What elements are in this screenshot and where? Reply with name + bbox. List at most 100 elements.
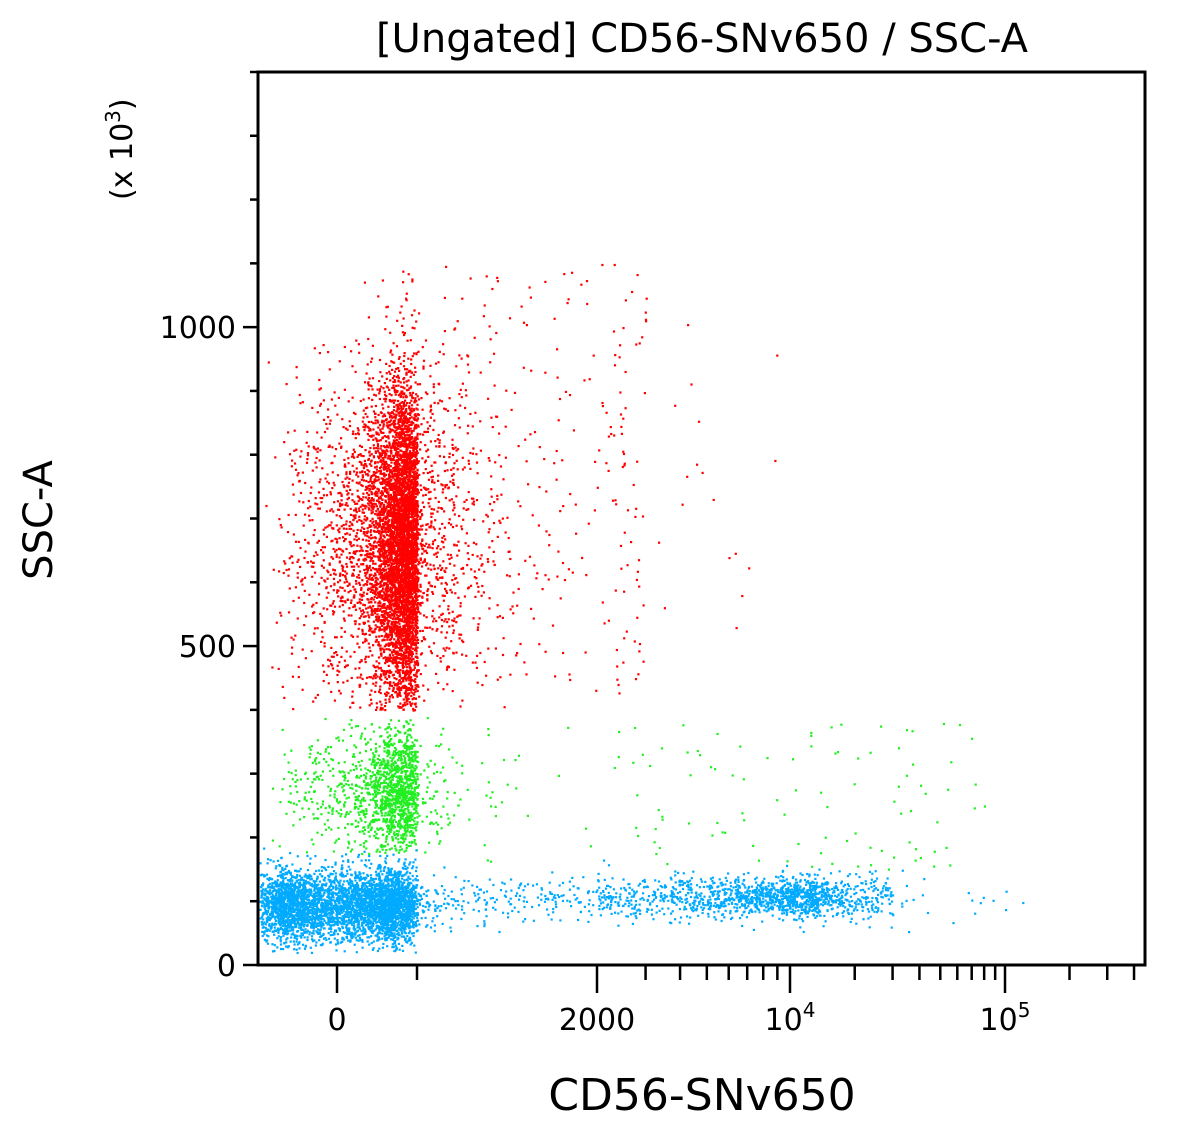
data-point [371,482,374,485]
data-point [410,430,413,433]
data-point [430,521,433,524]
data-point [369,649,372,653]
data-point [403,354,406,358]
data-point [501,616,504,619]
data-point [401,473,404,476]
data-point [395,628,398,631]
data-point [389,567,392,570]
data-point [412,408,415,411]
data-point [385,677,388,681]
data-point [386,480,389,484]
data-point [467,459,470,462]
data-point [405,594,408,597]
data-point [320,614,324,618]
data-point [368,676,371,679]
data-point [431,481,434,484]
data-point [303,589,306,592]
data-point [500,493,503,496]
data-point [400,391,403,395]
data-point [404,430,407,433]
data-point [405,697,408,700]
data-point [356,601,359,604]
data-point [529,433,532,436]
data-point [474,411,477,414]
data-point [338,689,341,692]
data-point [345,520,348,523]
data-point [453,506,456,509]
data-point [380,652,383,655]
data-point [397,399,400,403]
data-point [442,647,445,650]
data-point [380,589,383,593]
data-point [434,539,437,542]
data-point [374,572,377,575]
data-point [374,475,377,478]
data-point [492,522,496,525]
data-point [323,430,327,434]
data-point [373,608,376,611]
data-point [385,385,388,388]
data-point [299,402,302,405]
data-point [340,635,343,638]
data-point [384,455,387,458]
data-point [401,620,404,623]
data-point [381,707,384,710]
data-point [326,473,329,476]
data-point [407,580,410,583]
data-point [357,432,360,435]
data-point [363,568,366,572]
data-point [384,414,387,418]
data-point [369,693,372,696]
data-point [428,505,431,508]
data-point [498,615,502,618]
data-point [399,585,402,588]
data-point [385,306,388,309]
data-point [403,701,406,704]
chart-title: [Ungated] CD56-SNv650 / SSC-A [376,16,1029,62]
data-point [403,532,406,535]
data-point [413,630,417,633]
data-point [366,598,369,601]
data-point [388,625,391,628]
data-point [416,631,419,635]
data-point [301,578,304,581]
data-point [322,418,326,421]
data-point [376,625,379,628]
data-point [365,572,368,575]
data-point [370,475,373,478]
data-point [374,567,377,571]
data-point [358,607,361,610]
data-point [318,378,321,382]
data-point [290,636,293,639]
data-point [346,504,349,507]
data-point [431,547,434,550]
data-point [384,709,387,712]
data-point [469,467,472,470]
data-point [354,502,357,505]
data-point [367,642,370,645]
data-point [440,483,443,486]
data-point [407,653,410,657]
data-point [403,381,406,384]
data-point [388,420,391,423]
data-point [406,368,409,371]
data-point [378,392,381,395]
data-point [322,664,325,667]
data-point [395,500,398,503]
data-point [294,513,297,516]
data-point [356,528,359,532]
data-point [407,412,410,415]
data-point [376,706,379,709]
data-point [444,538,447,541]
data-point [424,626,427,629]
data-point [313,627,317,630]
data-point [325,535,328,538]
data-point [404,399,407,402]
data-point [333,699,336,702]
data-point [336,664,339,667]
data-point [293,449,296,452]
data-point [390,423,393,426]
data-point [412,626,416,630]
data-point [370,453,373,456]
data-point [431,412,434,416]
